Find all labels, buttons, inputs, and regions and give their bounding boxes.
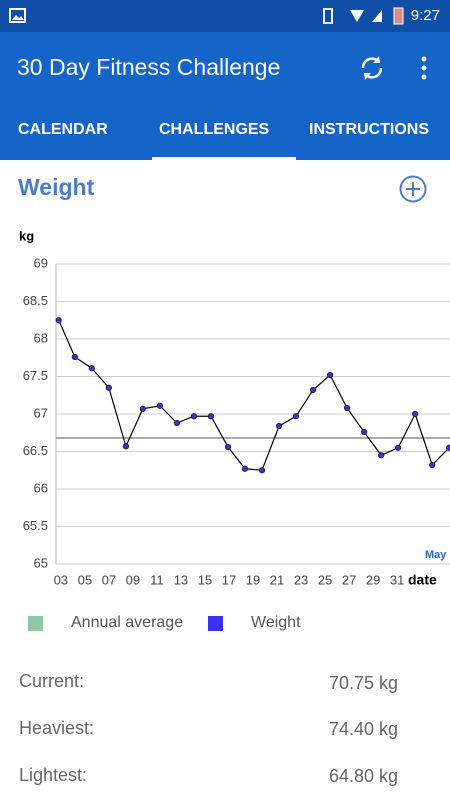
y-tick-label: 65.5 — [23, 518, 48, 533]
stat-value: 70.75 kg — [329, 673, 399, 693]
tab[interactable]: CHALLENGES — [159, 121, 270, 138]
annotation: May — [425, 549, 447, 561]
section-title: Weight — [18, 174, 95, 200]
point — [71, 353, 78, 361]
x-tick-label: 03 — [54, 572, 68, 587]
menu-button[interactable] — [418, 54, 430, 84]
x-tick-label: 05 — [78, 572, 92, 587]
point — [105, 384, 112, 391]
image-icon — [9, 8, 26, 23]
weight-line — [58, 320, 450, 471]
clock: 9:27 — [410, 7, 440, 24]
x-tick-label: 13 — [174, 572, 188, 587]
point — [190, 413, 197, 420]
point — [275, 422, 283, 430]
point — [327, 371, 334, 379]
x-tick-label: 19 — [246, 572, 260, 587]
point — [378, 452, 385, 459]
point — [88, 365, 95, 372]
x-tick-label: 23 — [294, 572, 308, 587]
legend-label: Annual average — [71, 614, 184, 631]
chart: kg date May 65 65.5 66 66.5 67 67.5 68 68.5 69 03… — [19, 228, 450, 588]
x-tick-label: 31 — [390, 572, 404, 587]
y-tick-label: 68 — [34, 330, 48, 345]
point — [429, 461, 436, 469]
x-tick-label: 15 — [198, 572, 212, 587]
status-icons — [323, 7, 404, 25]
point — [224, 443, 232, 451]
point — [241, 465, 249, 472]
point — [309, 386, 317, 394]
point — [258, 467, 266, 474]
y-tick-label: 66 — [34, 480, 48, 495]
tab[interactable]: CALENDAR — [18, 121, 108, 138]
y-tick-label: 67.5 — [23, 368, 48, 383]
y-tick-label: 65 — [34, 555, 48, 570]
sync-button[interactable] — [357, 53, 387, 83]
add-button[interactable] — [398, 174, 428, 204]
stat-value: 64.80 kg — [329, 766, 399, 786]
x-tick-label: 27 — [342, 572, 356, 587]
tab-indicator — [152, 157, 296, 160]
y-tick-label: 67 — [34, 405, 48, 420]
point — [139, 405, 146, 412]
y-tick-label: 68.5 — [23, 293, 48, 308]
legend-swatch — [28, 616, 43, 631]
x-tick-label: 09 — [126, 572, 140, 587]
point — [446, 444, 450, 451]
point — [207, 413, 215, 420]
point — [361, 428, 368, 436]
point — [156, 402, 164, 409]
app-title: 30 Day Fitness Challenge — [17, 54, 281, 80]
x-axis-label: date — [408, 572, 437, 588]
y-axis-label: kg — [19, 228, 34, 243]
stat-label: Lightest: — [19, 765, 88, 785]
point — [343, 404, 351, 412]
x-tick-label: 07 — [102, 572, 116, 587]
tab[interactable]: INSTRUCTIONS — [309, 121, 429, 138]
y-tick-label: 66.5 — [23, 443, 48, 458]
stat-label: Heaviest: — [19, 718, 95, 738]
point — [173, 419, 181, 427]
x-tick-label: 11 — [150, 572, 164, 587]
x-tick-label: 21 — [270, 572, 284, 587]
y-tick-label: 69 — [34, 255, 48, 270]
point — [412, 410, 419, 418]
point — [292, 413, 300, 420]
stat-label: Current: — [19, 671, 85, 691]
legend-swatch — [208, 616, 223, 631]
x-tick-label: 25 — [318, 572, 332, 587]
x-tick-label: 17 — [222, 572, 236, 587]
point — [122, 443, 130, 450]
app-bar: 30 Day Fitness Challenge CALENDAR CHALLE… — [0, 32, 450, 160]
legend-label: Weight — [251, 614, 301, 631]
status-bar: 9:27 — [0, 0, 450, 32]
point — [395, 444, 402, 451]
x-tick-label: 29 — [366, 572, 380, 587]
point — [55, 317, 62, 324]
stat-value: 74.40 kg — [329, 719, 399, 739]
